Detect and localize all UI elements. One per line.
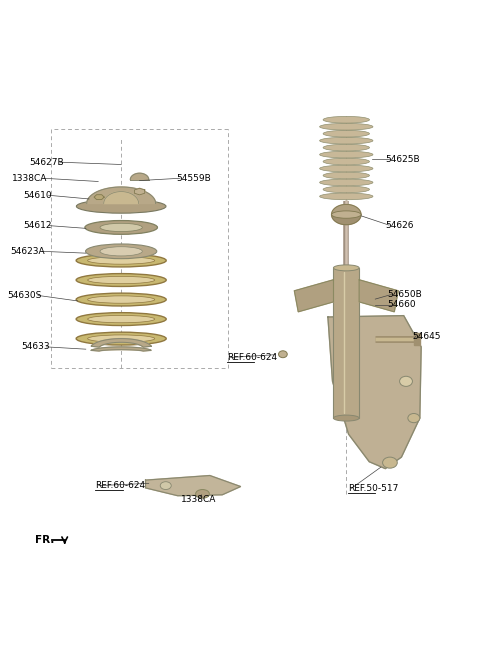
Ellipse shape — [399, 376, 412, 386]
Ellipse shape — [76, 254, 166, 267]
Text: REF.60-624: REF.60-624 — [95, 481, 145, 490]
Text: 1338CA: 1338CA — [180, 495, 216, 504]
Text: 54612: 54612 — [24, 221, 52, 230]
Text: 1338CA: 1338CA — [12, 173, 48, 183]
Text: REF.60-624: REF.60-624 — [227, 353, 277, 362]
Bar — [334, 268, 359, 418]
Polygon shape — [94, 194, 104, 200]
Ellipse shape — [320, 193, 373, 200]
Ellipse shape — [334, 415, 359, 421]
Text: 54630S: 54630S — [7, 291, 42, 300]
Ellipse shape — [323, 116, 370, 123]
Text: 54627B: 54627B — [29, 158, 64, 167]
Polygon shape — [359, 280, 398, 312]
Ellipse shape — [320, 137, 373, 144]
Ellipse shape — [383, 457, 397, 468]
Text: 54650B: 54650B — [388, 290, 422, 299]
Text: FR.: FR. — [35, 535, 55, 545]
Ellipse shape — [320, 124, 373, 130]
Text: 54610: 54610 — [24, 191, 52, 200]
Text: 54559B: 54559B — [176, 173, 211, 183]
Ellipse shape — [88, 277, 155, 284]
Ellipse shape — [320, 165, 373, 172]
Ellipse shape — [320, 151, 373, 158]
Text: 54645: 54645 — [412, 332, 441, 341]
Ellipse shape — [323, 145, 370, 151]
Text: 54623A: 54623A — [11, 247, 46, 256]
Ellipse shape — [320, 179, 373, 186]
Text: 54660: 54660 — [388, 300, 416, 309]
Ellipse shape — [88, 335, 155, 342]
Polygon shape — [145, 476, 240, 496]
Polygon shape — [294, 280, 334, 312]
Ellipse shape — [323, 172, 370, 179]
Ellipse shape — [100, 247, 142, 256]
Polygon shape — [134, 189, 145, 195]
Ellipse shape — [100, 223, 142, 231]
Text: 54625B: 54625B — [385, 155, 420, 164]
Ellipse shape — [88, 315, 155, 323]
Ellipse shape — [76, 293, 166, 306]
Polygon shape — [104, 192, 139, 204]
Ellipse shape — [85, 244, 157, 259]
Polygon shape — [328, 315, 421, 468]
Ellipse shape — [196, 489, 209, 498]
Ellipse shape — [76, 332, 166, 345]
Ellipse shape — [278, 351, 287, 357]
Polygon shape — [87, 187, 156, 204]
Polygon shape — [414, 332, 420, 344]
Polygon shape — [332, 204, 361, 215]
Polygon shape — [91, 347, 151, 351]
Ellipse shape — [334, 265, 359, 271]
Ellipse shape — [323, 186, 370, 193]
Ellipse shape — [76, 200, 166, 213]
Text: 54633: 54633 — [21, 342, 50, 351]
Ellipse shape — [408, 413, 420, 422]
Text: REF.50-517: REF.50-517 — [348, 484, 398, 493]
Text: 54626: 54626 — [385, 221, 414, 230]
Ellipse shape — [332, 211, 361, 218]
Ellipse shape — [76, 273, 166, 286]
Ellipse shape — [76, 313, 166, 325]
Ellipse shape — [323, 158, 370, 165]
Polygon shape — [131, 173, 149, 179]
Ellipse shape — [160, 482, 171, 489]
Ellipse shape — [85, 221, 157, 235]
Ellipse shape — [88, 257, 155, 264]
Polygon shape — [91, 338, 151, 347]
Ellipse shape — [88, 296, 155, 304]
Ellipse shape — [323, 130, 370, 137]
Polygon shape — [332, 215, 361, 225]
